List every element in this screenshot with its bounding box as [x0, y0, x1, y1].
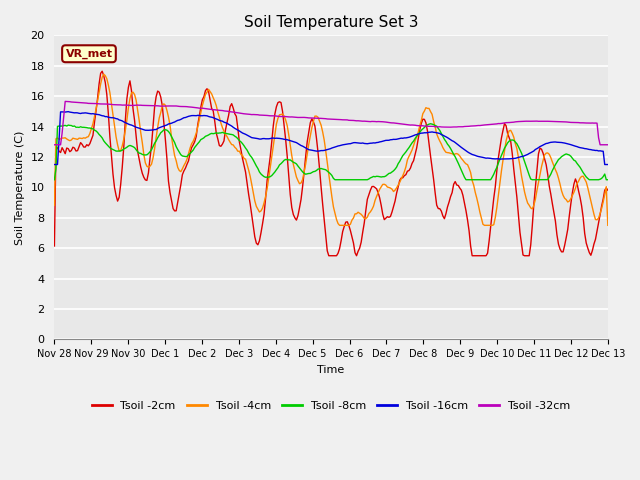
- Legend: Tsoil -2cm, Tsoil -4cm, Tsoil -8cm, Tsoil -16cm, Tsoil -32cm: Tsoil -2cm, Tsoil -4cm, Tsoil -8cm, Tsoi…: [87, 396, 575, 416]
- Y-axis label: Soil Temperature (C): Soil Temperature (C): [15, 130, 25, 244]
- Text: VR_met: VR_met: [65, 48, 113, 59]
- Title: Soil Temperature Set 3: Soil Temperature Set 3: [244, 15, 419, 30]
- X-axis label: Time: Time: [317, 365, 345, 374]
